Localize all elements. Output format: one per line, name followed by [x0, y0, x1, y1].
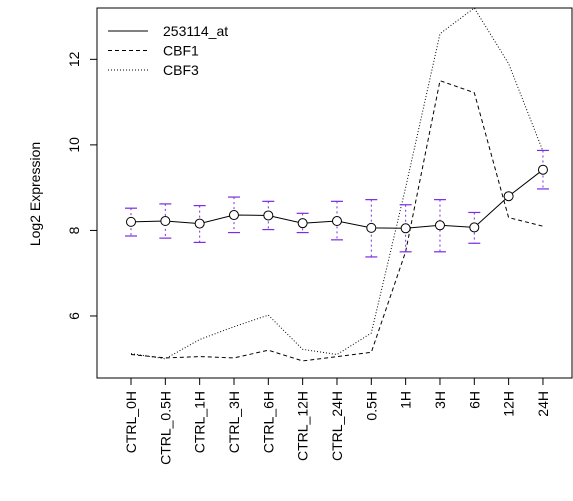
x-tick-label: 3H [432, 391, 448, 409]
x-tick-label: 24H [535, 391, 551, 417]
data-point [160, 216, 171, 227]
x-tick-label: CTRL_12H [295, 391, 311, 461]
data-point [263, 210, 274, 221]
x-tick-label: 0.5H [363, 391, 379, 421]
error-bar [365, 199, 378, 258]
error-bar [296, 212, 309, 234]
y-tick-label: 12 [66, 51, 82, 67]
legend: 253114_at CBF1 CBF3 [108, 23, 228, 78]
error-bar [262, 200, 275, 231]
y-tick-label: 8 [66, 226, 82, 234]
x-tick-label: CTRL_3H [226, 391, 242, 453]
x-tick-label: 6H [466, 391, 482, 409]
data-point [297, 218, 308, 229]
x-tick-label: CTRL_6H [260, 391, 276, 453]
data-point [503, 191, 514, 202]
error-bar [227, 196, 240, 234]
error-bar [159, 203, 172, 239]
series-line-CBF1 [130, 80, 544, 362]
error-bar [330, 200, 343, 241]
marker-layer [126, 164, 548, 234]
legend-label: 253114_at [163, 23, 228, 39]
x-tick-label: CTRL_24H [329, 391, 345, 461]
error-bar-layer [125, 149, 549, 258]
error-bar [536, 149, 549, 190]
error-bar [399, 204, 412, 253]
y-tick-label: 6 [66, 312, 82, 320]
legend-label: CBF1 [163, 43, 199, 59]
series-line-CBF3 [130, 7, 544, 360]
x-tick-label: 12H [501, 391, 517, 417]
x-tick-label: CTRL_0H [123, 391, 139, 453]
data-point [400, 223, 411, 234]
series-layer [130, 7, 544, 362]
legend-label: CBF3 [163, 62, 199, 78]
plot-box [96, 7, 573, 379]
data-point [469, 222, 480, 233]
x-axis: CTRL_0H CTRL_0.5H CTRL_1H CTRL_3H CTRL_6H CTR… [123, 378, 551, 465]
x-tick-label: CTRL_0.5H [157, 391, 173, 465]
data-point [194, 218, 205, 229]
data-point [126, 216, 136, 227]
y-tick-label: 10 [66, 137, 82, 153]
data-point [434, 220, 445, 231]
y-axis-label: Log2 Expression [27, 142, 43, 246]
y-axis: 6 8 10 12 [66, 51, 97, 320]
data-point [228, 210, 239, 221]
data-point [331, 216, 342, 227]
data-point [366, 222, 377, 233]
error-bar [193, 205, 206, 244]
data-point [537, 164, 548, 175]
x-tick-label: CTRL_1H [192, 391, 208, 453]
error-bar [125, 207, 137, 237]
x-tick-label: 1H [398, 391, 414, 409]
